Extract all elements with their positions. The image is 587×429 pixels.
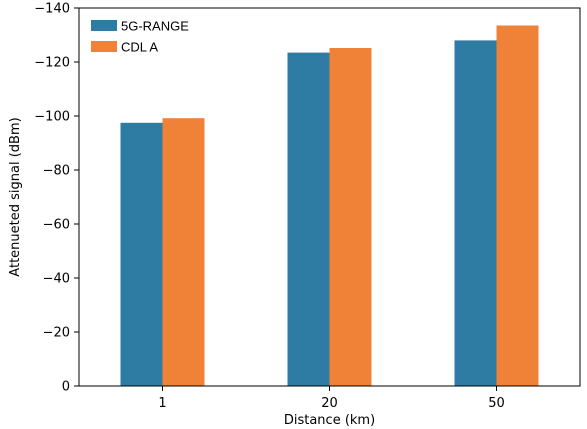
y-tick-label: −20 (43, 326, 70, 341)
x-tick-label: 1 (158, 396, 166, 411)
bars-group (120, 25, 539, 387)
y-tick-label: 0 (62, 380, 70, 395)
y-tick-label: −40 (43, 272, 70, 287)
y-tick-label: −140 (34, 2, 70, 17)
y-tick-label: −120 (34, 56, 70, 71)
bar-5g-range-50 (454, 40, 497, 387)
y-tick-label: −60 (43, 218, 70, 233)
legend-label-5g-range: 5G-RANGE (121, 19, 189, 34)
x-tick-label: 50 (488, 396, 505, 411)
bar-5g-range-1 (120, 122, 163, 387)
legend-label-cdl-a: CDL A (121, 40, 158, 55)
x-tick-label: 20 (321, 396, 338, 411)
y-axis-label: Attenueted signal (dBm) (8, 117, 23, 276)
bar-cdl-a-20 (329, 48, 372, 386)
legend: 5G-RANGE CDL A (91, 19, 189, 55)
x-axis-label: Distance (km) (284, 413, 375, 428)
legend-swatch-5g-range (91, 20, 117, 31)
y-tick-label: −80 (43, 164, 70, 179)
y-tick-label: −100 (34, 110, 70, 125)
bar-cdl-a-1 (162, 118, 205, 386)
bar-cdl-a-50 (496, 25, 539, 386)
y-ticks-group: 0 −20 −40 −60 −80 −100 −120 −140 (34, 2, 79, 395)
legend-swatch-cdl-a (91, 41, 117, 52)
bar-5g-range-20 (287, 52, 330, 386)
x-ticks-group: 1 20 50 (158, 386, 505, 411)
